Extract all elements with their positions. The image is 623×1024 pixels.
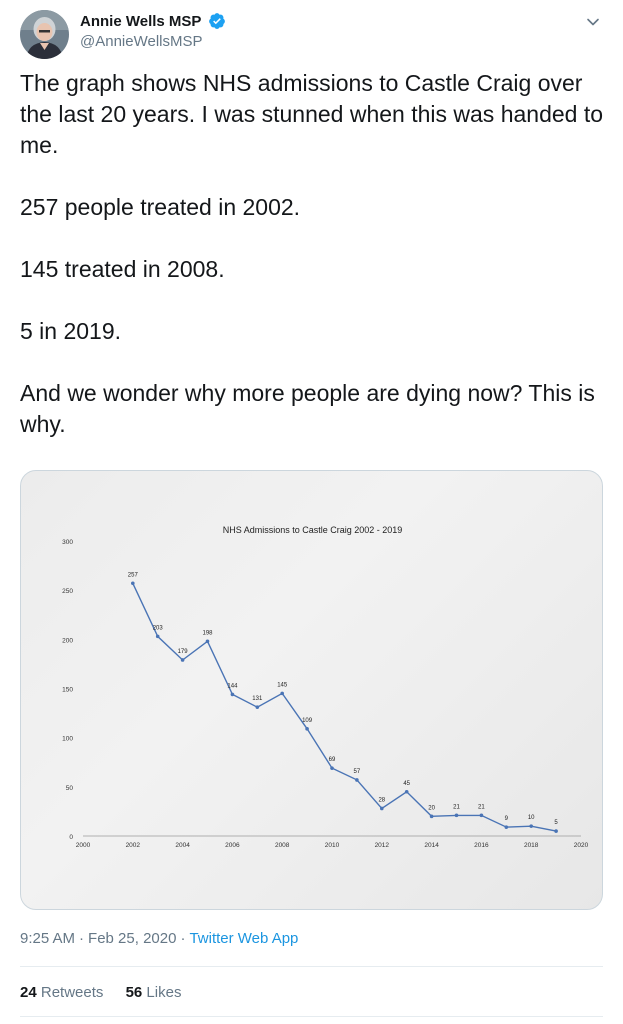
tweet-paragraph: 5 in 2019. xyxy=(20,318,122,344)
x-tick-label: 2016 xyxy=(474,842,489,849)
x-tick-label: 2008 xyxy=(275,842,290,849)
tweet-time[interactable]: 9:25 AM xyxy=(20,930,76,947)
data-point xyxy=(305,727,309,731)
chart-title: NHS Admissions to Castle Craig 2002 - 20… xyxy=(222,525,403,535)
data-point xyxy=(380,806,384,811)
data-point xyxy=(255,705,260,709)
data-label: 145 xyxy=(277,682,288,688)
data-label: 28 xyxy=(378,797,385,803)
retweets-count: 24 xyxy=(20,984,37,1001)
data-point xyxy=(131,581,135,586)
data-point xyxy=(205,639,210,644)
data-label: 69 xyxy=(329,757,336,763)
likes-stat[interactable]: 56 Likes xyxy=(126,984,182,1001)
series-line xyxy=(132,583,557,832)
avatar[interactable] xyxy=(20,10,69,59)
y-tick-label: 200 xyxy=(62,637,73,644)
likes-label: Likes xyxy=(146,984,182,1001)
x-tick-label: 2000 xyxy=(76,842,91,849)
x-tick-label: 2014 xyxy=(424,842,439,849)
author-handle[interactable]: @AnnieWellsMSP xyxy=(80,33,203,50)
tweet-stats: 24 Retweets 56 Likes xyxy=(20,984,199,1001)
chevron-down-icon[interactable] xyxy=(585,14,601,30)
data-point xyxy=(280,691,285,696)
data-label: 45 xyxy=(403,781,410,787)
data-point xyxy=(180,658,185,662)
tweet-paragraph: 257 people treated in 2002. xyxy=(20,194,301,220)
tweet-photo[interactable]: NHS Admissions to Castle Craig 2002 - 20… xyxy=(20,470,603,910)
data-label: 9 xyxy=(505,816,509,822)
data-point xyxy=(529,824,533,828)
data-label: 203 xyxy=(153,625,164,631)
data-point xyxy=(355,778,359,782)
x-tick-label: 2018 xyxy=(524,842,539,849)
retweets-stat[interactable]: 24 Retweets xyxy=(20,984,103,1001)
data-point xyxy=(479,813,484,818)
retweets-label: Retweets xyxy=(40,984,104,1001)
data-point xyxy=(155,634,160,639)
data-point xyxy=(429,814,434,819)
tweet-paragraph: And we wonder why more people are dying … xyxy=(20,380,595,437)
x-tick-label: 2020 xyxy=(574,842,589,849)
data-label: 257 xyxy=(128,572,139,578)
x-tick-label: 2012 xyxy=(375,842,390,849)
tweet-text: The graph shows NHS admissions to Castle… xyxy=(20,68,610,440)
y-tick-label: 300 xyxy=(62,539,73,546)
data-label: 144 xyxy=(227,683,238,689)
data-point xyxy=(554,829,558,833)
avatar-image xyxy=(20,10,69,59)
data-label: 20 xyxy=(428,805,435,811)
data-label: 131 xyxy=(252,696,263,702)
x-tick-label: 2010 xyxy=(325,842,340,849)
data-label: 109 xyxy=(302,718,313,724)
line-chart: 0 50 100 150 200 250 300 2000 2002 2004 2006 2008 20… xyxy=(62,539,589,849)
data-label: 21 xyxy=(478,804,485,810)
tweet-source-link[interactable]: Twitter Web App xyxy=(189,930,299,947)
data-label: 179 xyxy=(178,649,189,655)
y-tick-label: 250 xyxy=(62,588,73,595)
data-point xyxy=(454,813,459,818)
y-tick-label: 100 xyxy=(62,736,73,743)
data-label: 5 xyxy=(554,820,558,826)
verified-badge-icon xyxy=(209,13,225,29)
data-point xyxy=(404,789,409,794)
author-name[interactable]: Annie Wells MSP xyxy=(80,13,202,30)
divider xyxy=(20,966,603,967)
tweet-paragraph: The graph shows NHS admissions to Castle… xyxy=(20,70,604,158)
data-point xyxy=(504,825,509,829)
tweet-paragraph: 145 treated in 2008. xyxy=(20,256,225,282)
data-point xyxy=(230,692,235,697)
data-point xyxy=(330,766,334,770)
x-tick-label: 2006 xyxy=(225,842,240,849)
y-tick-label: 150 xyxy=(62,687,73,694)
data-label: 21 xyxy=(453,804,460,810)
y-tick-label: 0 xyxy=(69,834,73,841)
likes-count: 56 xyxy=(125,984,143,1001)
data-label: 10 xyxy=(528,815,535,821)
tweet-date[interactable]: Feb 25, 2020 xyxy=(88,930,177,947)
tweet-timestamp: 9:25 AM · Feb 25, 2020 · Twitter Web App xyxy=(20,930,299,947)
divider xyxy=(20,1016,603,1017)
y-tick-label: 50 xyxy=(66,785,74,792)
data-label: 57 xyxy=(354,769,361,775)
x-tick-label: 2002 xyxy=(126,842,141,849)
data-label: 198 xyxy=(202,630,213,636)
x-tick-label: 2004 xyxy=(175,842,190,849)
